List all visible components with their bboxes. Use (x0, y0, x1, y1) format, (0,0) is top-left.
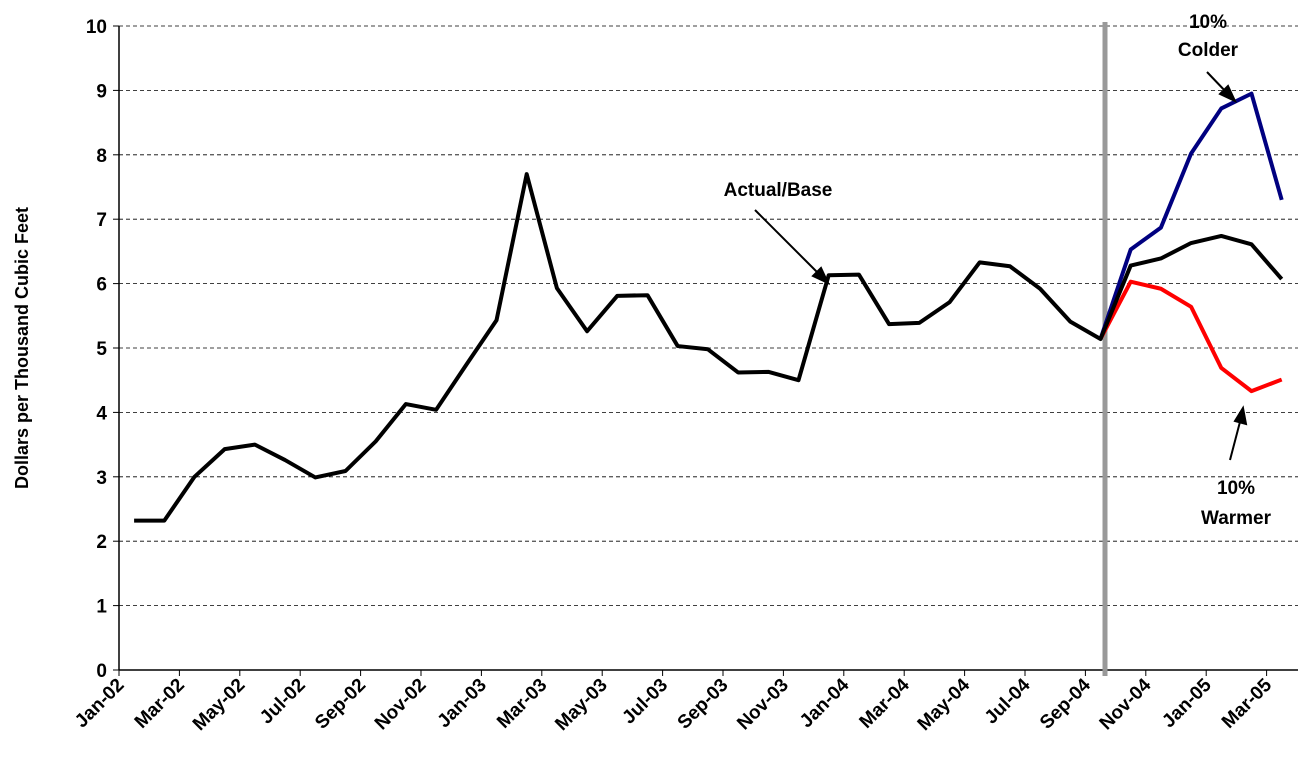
x-tick-label: Jul-04 (981, 674, 1035, 728)
annotation: Warmer (1201, 508, 1272, 529)
x-tick-label: Sep-03 (674, 675, 733, 734)
annotation: 10% (1189, 12, 1227, 33)
x-tick-label: Nov-04 (1096, 674, 1156, 734)
x-tick-label: Jan-05 (1158, 674, 1216, 732)
x-tick-label: Nov-02 (371, 675, 431, 735)
y-tick-label: 1 (96, 597, 107, 618)
arrow-head (1218, 84, 1238, 104)
y-tick-label: 8 (96, 146, 107, 167)
y-tick-label: 3 (96, 468, 107, 489)
arrows (754, 71, 1248, 461)
x-tick-label: May-02 (189, 675, 249, 735)
x-tick-label: Mar-03 (493, 675, 551, 733)
arrow-head (811, 266, 831, 286)
series-line (134, 172, 1284, 523)
y-tick-label: 0 (96, 661, 107, 682)
x-tick-label: Jan-04 (796, 674, 854, 732)
x-tick-label: May-04 (914, 674, 975, 735)
x-tick-label: Mar-04 (856, 674, 914, 732)
y-tick-label: 6 (96, 275, 107, 296)
x-tick-label: Jan-02 (71, 675, 128, 732)
annotation: 10% (1217, 478, 1255, 499)
y-tick-label: 2 (96, 532, 107, 553)
arrow (1229, 417, 1242, 461)
annotation: Colder (1178, 40, 1239, 61)
x-tick-label: Sep-04 (1036, 674, 1095, 733)
y-tick-label: 10 (86, 17, 107, 38)
y-tick-label: 4 (96, 403, 107, 424)
annotation: Actual/Base (724, 180, 833, 201)
x-tick-label: Sep-02 (311, 675, 370, 734)
y-tick-label: 7 (96, 210, 107, 231)
x-tick-label: Jul-03 (618, 675, 672, 729)
x-tick-label: Nov-03 (733, 675, 793, 735)
arrow (754, 209, 823, 278)
x-tick-label: Jan-03 (434, 675, 491, 732)
arrow-head (1233, 405, 1248, 426)
x-tick-label: Mar-05 (1218, 674, 1276, 732)
y-axis-label: Dollars per Thousand Cubic Feet (12, 207, 32, 489)
series-line (1098, 91, 1284, 340)
x-tick-label: May-03 (551, 675, 611, 735)
x-tick-label: Mar-02 (131, 675, 189, 733)
x-tick-label: Jul-02 (256, 675, 310, 729)
y-tick-label: 5 (96, 339, 107, 360)
series-line (1098, 279, 1283, 394)
y-tick-label: 9 (96, 81, 107, 102)
